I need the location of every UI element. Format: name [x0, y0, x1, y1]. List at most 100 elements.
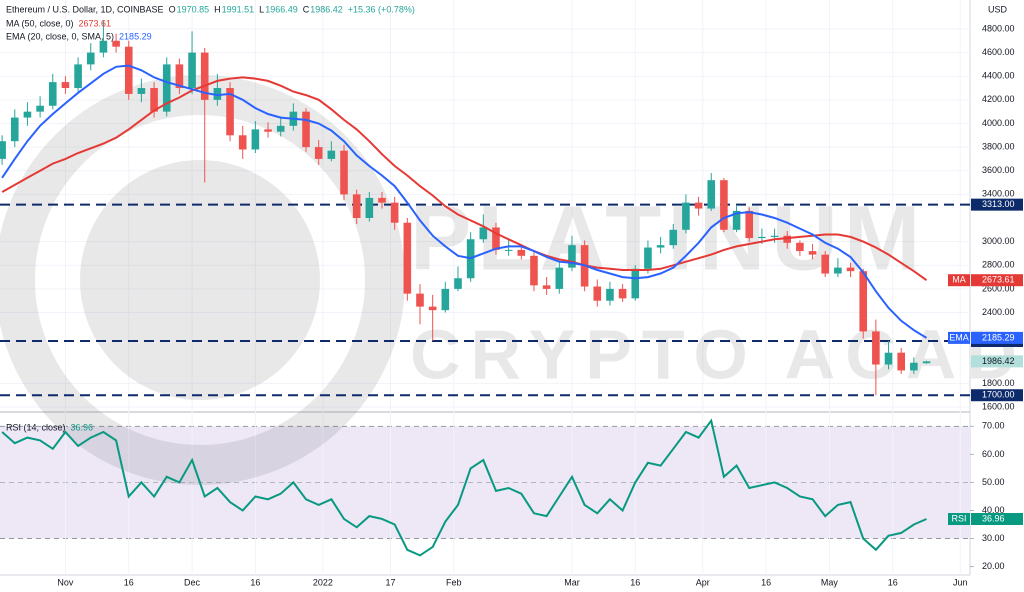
ohlc-letter: L	[259, 4, 264, 14]
rsi-tick-label: 70.00	[982, 421, 1005, 431]
header-change: +15.36 (+0.78%)	[348, 4, 415, 14]
tag-box	[948, 331, 970, 344]
indicator-name: MA (50, close, 0)	[6, 18, 74, 28]
rsi-band	[0, 426, 970, 539]
candle-body	[378, 197, 386, 203]
tag-label: RSI	[951, 513, 966, 523]
candle-body	[808, 251, 817, 255]
candle-body	[365, 197, 374, 218]
tag-label: MA	[952, 275, 966, 285]
x-tick-label: 16	[630, 577, 640, 587]
ohlc-letter: H	[214, 4, 221, 14]
level-label-box	[971, 389, 1023, 402]
candle-body	[593, 286, 602, 301]
y-tick-label: 4400.00	[982, 71, 1015, 81]
logo-disc	[80, 160, 320, 400]
candle-body	[884, 352, 893, 365]
candle-body	[188, 52, 196, 89]
ohlc-value: 1991.51	[222, 4, 255, 14]
candle-body	[327, 150, 336, 159]
y-tick-label: 2600.00	[982, 283, 1015, 293]
x-tick-label: 16	[250, 577, 260, 587]
x-tick-label: 16	[888, 577, 898, 587]
ohlc-value: 1966.49	[265, 4, 298, 14]
y-tick-label: 2400.00	[982, 307, 1015, 317]
close-label: 1986.42	[982, 356, 1015, 366]
candle-body	[694, 202, 703, 209]
candle-body	[390, 202, 399, 223]
currency-label: USD	[988, 4, 1008, 14]
candle-body	[517, 249, 526, 256]
y-tick-label: 1600.00	[982, 401, 1015, 411]
candle-body	[137, 88, 146, 94]
candle-body	[314, 147, 323, 159]
candle-body	[834, 267, 842, 274]
candle-body	[416, 293, 424, 307]
level-label-box	[971, 198, 1023, 211]
candle-body	[238, 135, 247, 150]
candle-body	[618, 288, 627, 299]
candle-body	[0, 141, 6, 159]
value-label: 36.96	[982, 513, 1005, 523]
x-tick-label: 16	[761, 577, 771, 587]
candle-body	[213, 88, 222, 100]
y-tick-label: 3600.00	[982, 165, 1015, 175]
candle-body	[36, 105, 44, 112]
value-label: 2673.61	[982, 275, 1015, 285]
candle-body	[74, 64, 82, 89]
candle-body	[606, 288, 614, 301]
candle-body	[555, 267, 564, 289]
indicator-value: 2185.29	[119, 31, 152, 41]
candle-body	[264, 129, 272, 132]
candle-body	[922, 361, 931, 364]
candle-body	[403, 222, 412, 294]
candle-body	[61, 82, 70, 89]
candle-body	[479, 227, 488, 240]
candle-body	[720, 180, 728, 230]
x-tick-label: Apr	[696, 577, 710, 587]
candle-body	[770, 235, 779, 237]
candle-body	[897, 352, 905, 371]
candle-body	[758, 236, 766, 239]
value-box	[971, 331, 1023, 344]
x-tick-label: Mar	[564, 577, 580, 587]
candle-body	[821, 254, 830, 274]
y-tick-label: 3000.00	[982, 236, 1015, 246]
candle-body	[86, 52, 95, 65]
candle-body	[352, 194, 361, 218]
rsi-value: 36.96	[71, 422, 94, 432]
candle-body	[745, 210, 754, 239]
candle-body	[340, 150, 348, 195]
tag-box	[948, 274, 970, 287]
level-label: 3313.00	[982, 199, 1015, 209]
tag-box	[948, 513, 970, 526]
value-box	[971, 513, 1023, 526]
candle-body	[441, 288, 450, 311]
x-tick-label: Jun	[953, 577, 968, 587]
candle-body	[150, 88, 158, 112]
candle-body	[112, 40, 120, 47]
candle-body	[251, 129, 260, 150]
y-tick-label: 4600.00	[982, 47, 1015, 57]
rsi-tick-label: 30.00	[982, 533, 1005, 543]
candle-body	[859, 271, 868, 332]
watermark-text: PLATINUM	[410, 187, 926, 289]
rsi-line	[1, 418, 927, 557]
y-tick-label: 3800.00	[982, 141, 1015, 151]
y-tick-label: 2800.00	[982, 260, 1015, 270]
candle-body	[910, 362, 918, 371]
candle-body	[783, 235, 792, 243]
indicator-line	[1, 76, 928, 282]
candle-body	[656, 245, 665, 248]
tag-label: EMA	[949, 332, 969, 342]
rsi-tick-label: 60.00	[982, 449, 1005, 459]
ohlc-letter: C	[303, 4, 310, 14]
indicator-line	[1, 64, 928, 339]
candle-body	[175, 64, 184, 89]
candle-body	[669, 229, 678, 246]
indicator-name: EMA (20, close, 0, SMA, 5)	[6, 31, 114, 41]
candle-body	[846, 267, 855, 272]
y-tick-label: 3400.00	[982, 189, 1015, 199]
close-box	[971, 355, 1023, 368]
